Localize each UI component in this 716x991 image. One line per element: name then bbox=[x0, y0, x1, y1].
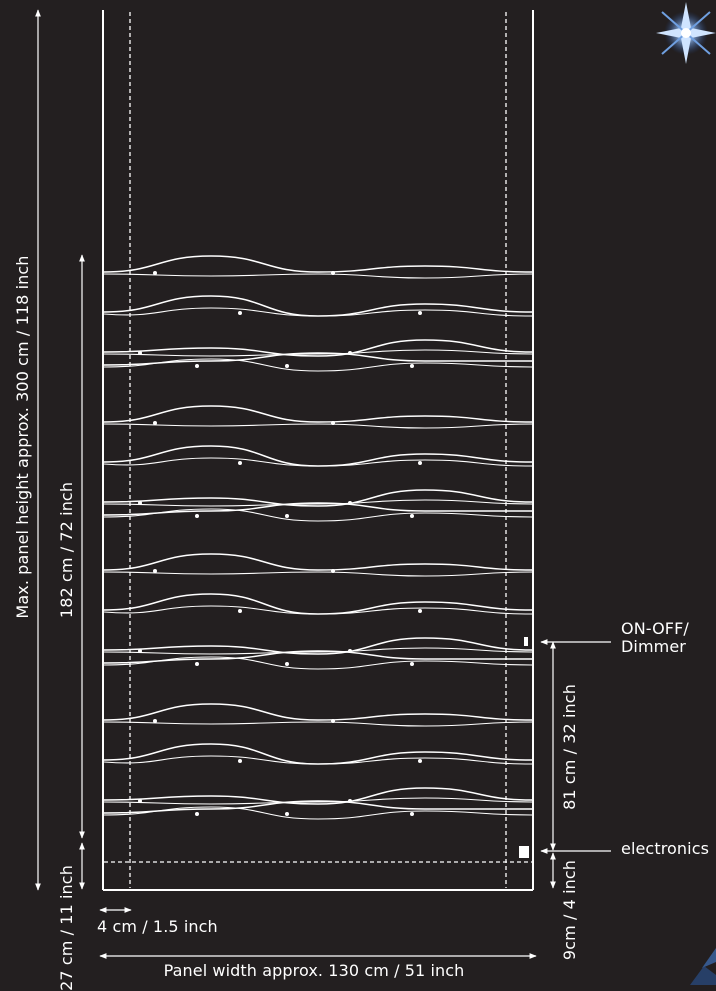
led-dot bbox=[138, 501, 142, 505]
light-strand bbox=[103, 502, 532, 516]
light-strand bbox=[103, 743, 533, 765]
light-strand bbox=[103, 800, 532, 814]
light-strand bbox=[103, 499, 533, 507]
light-strand bbox=[103, 508, 533, 522]
led-dot bbox=[238, 311, 242, 315]
led-dot bbox=[285, 364, 289, 368]
panel-outline bbox=[102, 10, 534, 891]
light-strand bbox=[103, 553, 533, 571]
margin-4cm-label: 4 cm / 1.5 inch bbox=[97, 917, 218, 936]
light-strand bbox=[103, 405, 533, 423]
height-9-label: 9cm / 4 inch bbox=[559, 859, 579, 961]
light-strand bbox=[103, 637, 533, 655]
led-dot bbox=[410, 514, 414, 518]
height-182-label: 182 cm / 72 inch bbox=[56, 481, 76, 619]
light-strand bbox=[103, 489, 533, 507]
light-strand bbox=[103, 352, 532, 366]
star-icon-bottom-right bbox=[690, 948, 716, 985]
star-icon-top-right bbox=[656, 2, 716, 64]
height-81-label: 81 cm / 32 inch bbox=[559, 684, 579, 810]
light-strand bbox=[103, 755, 533, 765]
led-dot bbox=[418, 311, 422, 315]
height-27-label: 27 cm / 11 inch bbox=[56, 865, 76, 991]
led-dot bbox=[418, 461, 422, 465]
light-strand bbox=[103, 806, 533, 820]
led-dot bbox=[285, 812, 289, 816]
led-dot bbox=[153, 719, 157, 723]
light-strand bbox=[103, 423, 533, 429]
led-dot bbox=[331, 271, 335, 275]
light-strand bbox=[103, 349, 533, 357]
led-dot bbox=[410, 812, 414, 816]
switch-box bbox=[524, 637, 528, 646]
light-strand bbox=[103, 307, 533, 317]
light-strand bbox=[103, 605, 533, 615]
led-dot bbox=[285, 662, 289, 666]
led-dot bbox=[138, 799, 142, 803]
led-dot bbox=[418, 609, 422, 613]
led-dot bbox=[238, 609, 242, 613]
light-strand bbox=[103, 650, 532, 664]
led-dot bbox=[238, 759, 242, 763]
light-strand bbox=[103, 656, 533, 670]
light-strand bbox=[103, 571, 533, 577]
led-dot bbox=[331, 421, 335, 425]
led-dot bbox=[195, 662, 199, 666]
led-dot bbox=[418, 759, 422, 763]
led-dot bbox=[195, 812, 199, 816]
led-dot bbox=[410, 662, 414, 666]
light-strand bbox=[103, 358, 533, 372]
led-dot bbox=[331, 719, 335, 723]
electronics-label: electronics bbox=[621, 839, 710, 858]
led-dot bbox=[410, 364, 414, 368]
led-dot bbox=[195, 514, 199, 518]
max-height-label: Max. panel height approx. 300 cm / 118 i… bbox=[12, 255, 32, 619]
light-strand bbox=[103, 703, 533, 721]
light-strand bbox=[103, 787, 533, 805]
light-strand bbox=[103, 647, 533, 655]
switch-label: ON-OFF/ Dimmer bbox=[621, 619, 689, 657]
light-strand bbox=[103, 295, 533, 317]
light-strand bbox=[103, 457, 533, 467]
electronics-box bbox=[519, 846, 529, 858]
led-dot bbox=[238, 461, 242, 465]
light-strand bbox=[103, 797, 533, 805]
light-strand bbox=[103, 445, 533, 467]
led-dot bbox=[285, 514, 289, 518]
led-dot bbox=[153, 271, 157, 275]
led-dot bbox=[153, 569, 157, 573]
margin-guides bbox=[104, 12, 532, 888]
led-dot bbox=[153, 421, 157, 425]
light-strands bbox=[103, 255, 533, 820]
light-strand bbox=[103, 593, 533, 615]
led-dot bbox=[138, 351, 142, 355]
led-dot bbox=[331, 569, 335, 573]
panel-width-label: Panel width approx. 130 cm / 51 inch bbox=[163, 961, 465, 980]
led-dot bbox=[195, 364, 199, 368]
light-strand bbox=[103, 339, 533, 357]
light-strand bbox=[103, 273, 533, 279]
light-strand bbox=[103, 255, 533, 273]
light-strand bbox=[103, 721, 533, 727]
led-dot bbox=[138, 649, 142, 653]
